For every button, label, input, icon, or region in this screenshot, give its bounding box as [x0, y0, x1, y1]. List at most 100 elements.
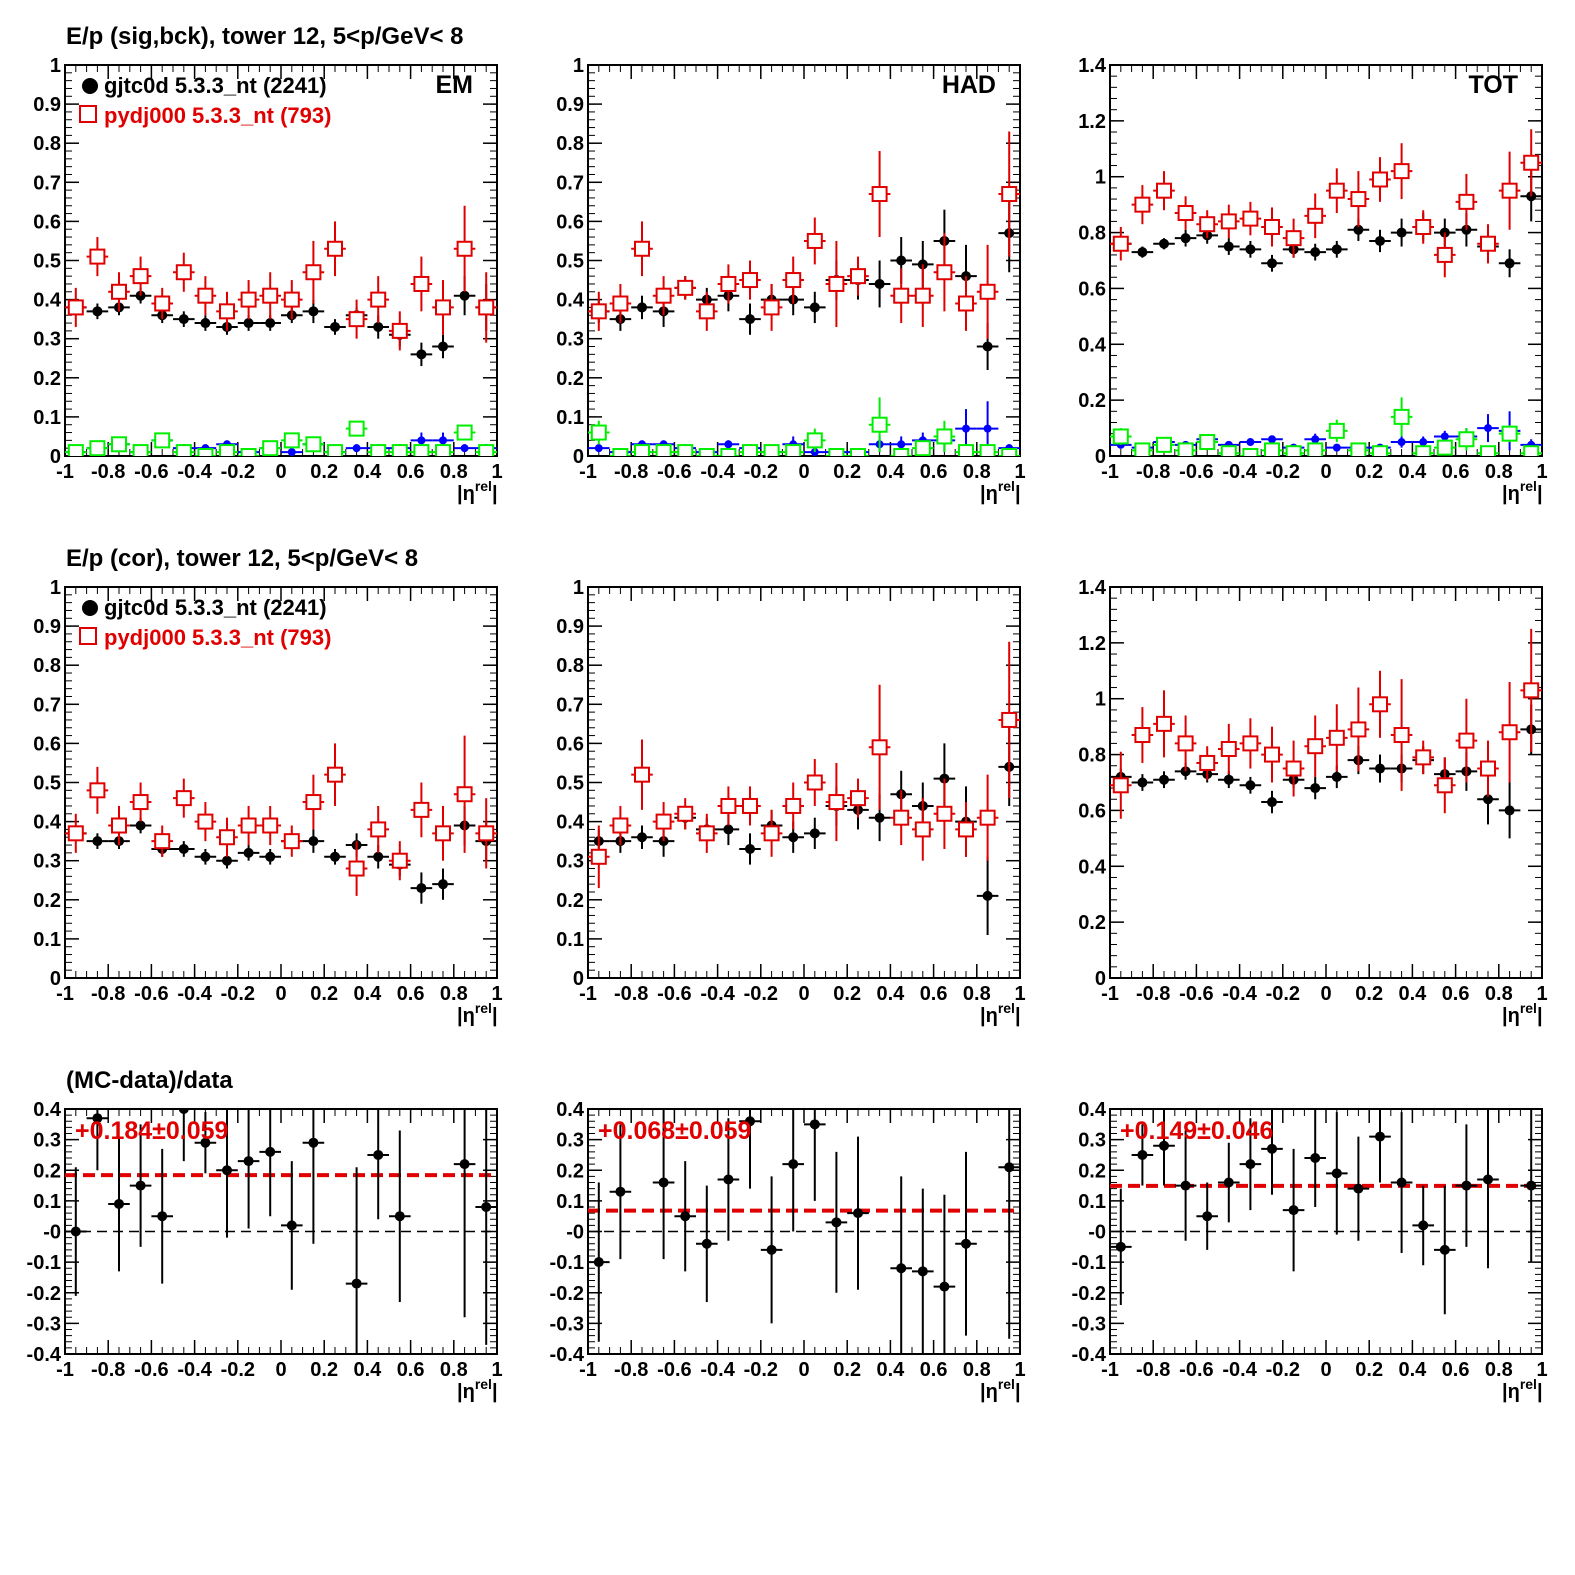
open-square-marker: [327, 444, 343, 456]
x-tick-label: -0.4: [700, 1359, 735, 1381]
open-square-marker: [348, 860, 365, 877]
dot-marker: [1223, 774, 1234, 785]
panel-corner-label: EM: [436, 71, 474, 99]
open-square-marker: [1328, 182, 1345, 199]
dot-marker: [1418, 1220, 1429, 1231]
open-square-marker: [1134, 727, 1151, 744]
mc-point: [367, 805, 389, 853]
open-square-marker: [677, 805, 694, 822]
mc-point: [151, 287, 173, 320]
open-square-marker: [893, 448, 910, 456]
fit-result-label: +0.068±0.059: [598, 1117, 751, 1145]
open-square-marker: [850, 268, 866, 285]
x-axis-label: |ηrel|: [1502, 478, 1543, 505]
y-tick-label: 0.8: [1078, 223, 1106, 245]
bck_data-point: [1261, 435, 1283, 444]
x-tick-label: -0.4: [177, 461, 212, 483]
open-square-marker: [1242, 210, 1259, 227]
open-square-marker: [67, 825, 84, 842]
dot-marker: [1245, 780, 1256, 791]
ratio-point: [696, 1185, 718, 1302]
bck_mc-point: [609, 448, 632, 456]
dot-marker: [1331, 1168, 1342, 1179]
bck_mc-point: [302, 436, 325, 453]
bck_mc-point: [1174, 442, 1197, 456]
bck_data-point: [1477, 414, 1499, 443]
x-tick-label: 0.6: [397, 461, 425, 483]
open-square-marker: [893, 809, 910, 826]
open-square-marker: [655, 287, 672, 304]
x-tick-label: 0.4: [876, 983, 905, 1005]
x-tick-label: -0.6: [1179, 461, 1213, 483]
x-tick-label: 0.4: [353, 1359, 382, 1381]
fit-result-label: +0.184±0.059: [75, 1117, 228, 1145]
data-point: [1390, 218, 1413, 247]
mc-point: [696, 291, 718, 331]
mc-point: [1282, 218, 1305, 258]
dot-marker: [658, 1177, 669, 1188]
x-tick-label: 0: [798, 1359, 809, 1381]
x-tick-label: -0.4: [1222, 461, 1257, 483]
y-tick-label: 0.4: [33, 1099, 62, 1121]
mc-point: [652, 276, 675, 316]
mc-point: [108, 805, 130, 846]
dot-marker: [615, 1186, 626, 1197]
open-square-marker: [1501, 182, 1518, 199]
y-tick-label: 0.8: [1078, 745, 1106, 767]
open-square-marker: [850, 448, 866, 456]
open-square-marker: [478, 444, 495, 456]
open-square-marker: [806, 774, 823, 791]
ratio-point: [588, 1182, 610, 1342]
dot-marker: [1311, 435, 1320, 444]
x-tick-label: -0.6: [657, 461, 691, 483]
ratio-point: [1218, 1142, 1240, 1223]
y-tick-label: 0.4: [556, 1099, 585, 1121]
mc-point: [998, 131, 1020, 257]
ratio-point: [1239, 1118, 1262, 1211]
mc-point: [1196, 746, 1218, 780]
bck_mc-point: [1196, 434, 1218, 451]
data-point: [1369, 754, 1391, 783]
x-tick-label: -0.2: [221, 983, 255, 1005]
y-tick-label: -0: [43, 1222, 61, 1244]
open-square-marker: [478, 299, 495, 316]
x-tick-label: -0.6: [134, 461, 168, 483]
dot-marker: [1223, 241, 1234, 252]
ratio-point: [194, 1112, 217, 1174]
open-square-marker: [1372, 696, 1388, 713]
mc-point: [237, 280, 260, 320]
mc-point: [324, 743, 346, 806]
dot-marker: [178, 314, 189, 325]
dot-marker: [1310, 783, 1321, 794]
y-tick-label: 0: [573, 968, 584, 990]
open-square-marker: [111, 817, 127, 834]
x-axis-label: |ηrel|: [1502, 1000, 1543, 1027]
dot-marker: [352, 444, 361, 453]
open-square-marker: [1220, 740, 1237, 757]
dot-marker: [1159, 238, 1169, 249]
ratio-point: [86, 1109, 109, 1171]
ratio-point: [173, 1109, 195, 1162]
dot-marker: [961, 1238, 971, 1249]
y-tick-label: 0.8: [33, 655, 61, 677]
open-square-marker: [175, 264, 192, 281]
mc-point: [281, 825, 303, 857]
dot-marker: [1268, 435, 1276, 444]
y-tick-label: 1.4: [1078, 55, 1107, 77]
legend-mc-label: pydj000 5.3.3_nt (793): [104, 103, 331, 128]
data-point: [1239, 776, 1262, 794]
dot-marker: [982, 890, 993, 901]
mc-point: [1390, 143, 1413, 200]
mc-point: [739, 786, 761, 826]
x-tick-label: 0: [1320, 983, 1331, 1005]
dot-marker: [788, 832, 799, 843]
x-tick-label: 0: [275, 1359, 286, 1381]
legend-data-label: gjtc0d 5.3.3_nt (2241): [104, 73, 327, 98]
panel-cor_tot: -1 -0.8 -0.6 -0.4 -0.2 0 0.2 0.4 0.6 0.8 1 0 0.2 0.4 0…: [1078, 577, 1547, 1027]
x-tick-label: 1: [1014, 1359, 1025, 1381]
dot-marker: [330, 851, 340, 862]
mc-point: [631, 739, 653, 810]
bck_mc-point: [1347, 442, 1370, 456]
dot-marker: [939, 1281, 950, 1292]
open-square-marker: [720, 448, 737, 456]
